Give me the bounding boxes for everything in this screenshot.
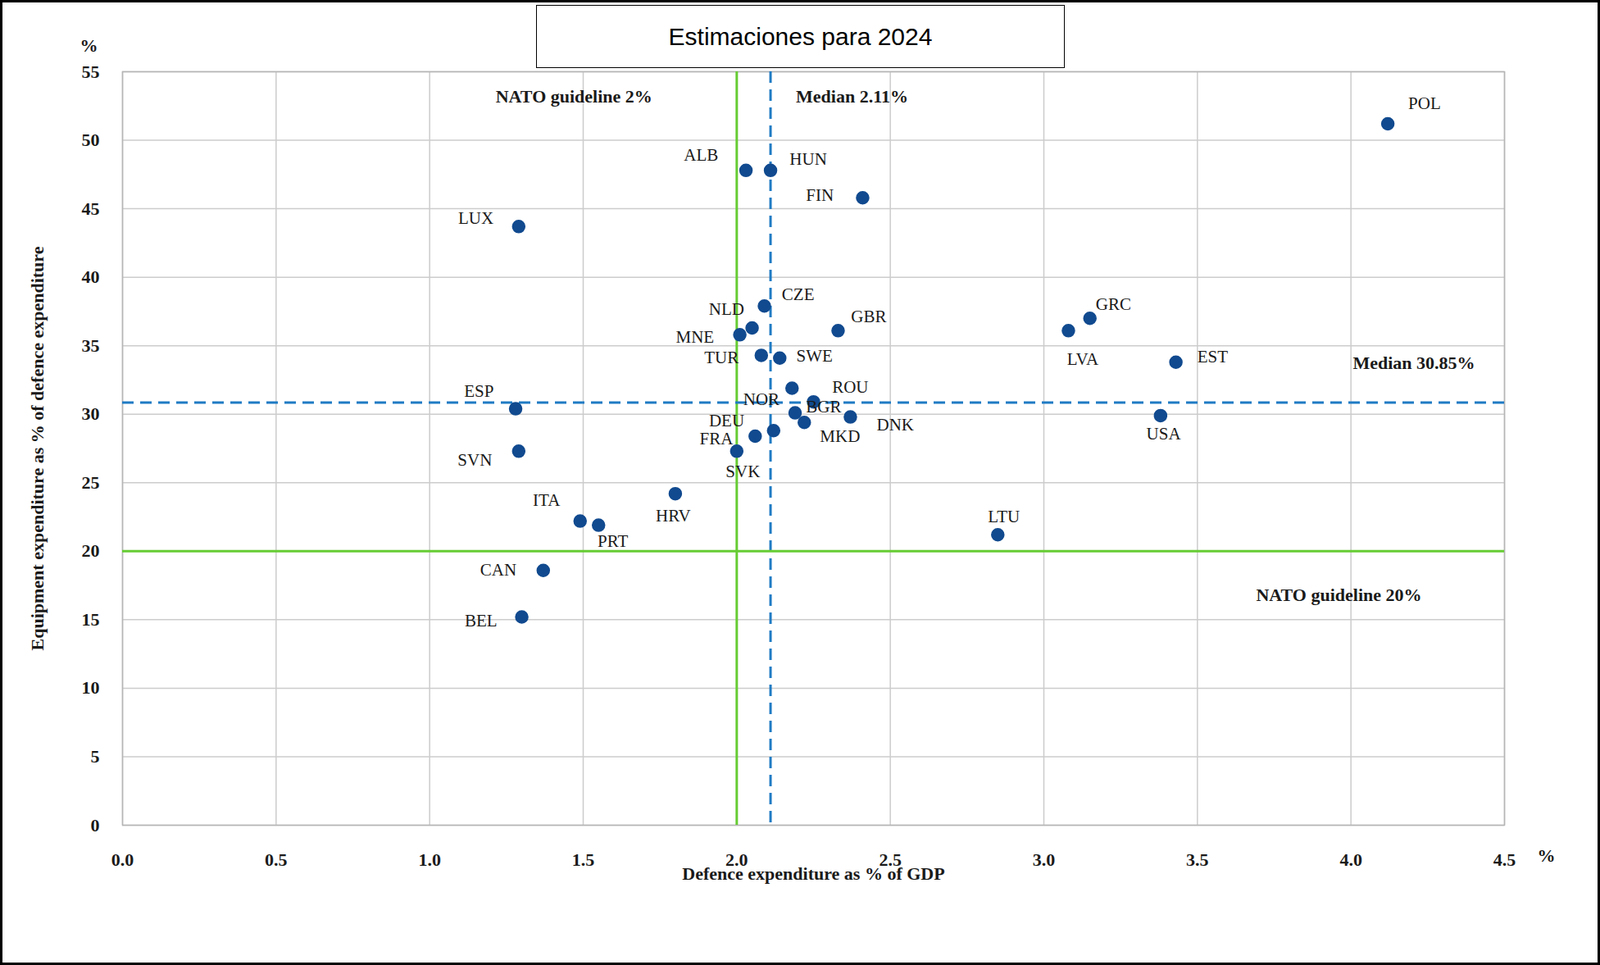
svg-text:Median 30.85%: Median 30.85% [1352, 352, 1475, 373]
svg-text:%: % [1537, 845, 1556, 866]
svg-text:ROU: ROU [831, 377, 869, 397]
svg-text:LVA: LVA [1067, 349, 1100, 369]
svg-text:NLD: NLD [709, 299, 745, 319]
svg-text:FRA: FRA [700, 428, 735, 449]
svg-text:LUX: LUX [458, 208, 494, 228]
svg-text:50: 50 [81, 129, 100, 150]
svg-text:15: 15 [81, 609, 100, 630]
svg-text:HUN: HUN [789, 149, 828, 169]
svg-text:Defence expenditure as % of GD: Defence expenditure as % of GDP [681, 863, 945, 884]
svg-text:PRT: PRT [597, 531, 628, 551]
svg-text:0.0: 0.0 [111, 849, 135, 870]
svg-text:0: 0 [90, 814, 100, 836]
svg-text:TUR: TUR [704, 347, 739, 368]
svg-text:CAN: CAN [480, 559, 517, 580]
svg-text:DNK: DNK [876, 414, 914, 435]
svg-text:USA: USA [1146, 423, 1182, 444]
svg-text:1.5: 1.5 [572, 849, 596, 870]
svg-text:NOR: NOR [743, 389, 780, 410]
svg-text:2.5: 2.5 [879, 849, 902, 870]
svg-text:45: 45 [81, 198, 100, 219]
svg-text:40: 40 [81, 266, 100, 287]
svg-text:EST: EST [1197, 346, 1229, 367]
svg-text:GBR: GBR [850, 306, 887, 327]
svg-text:20: 20 [81, 540, 100, 561]
svg-text:MKD: MKD [819, 426, 860, 446]
svg-text:30: 30 [81, 403, 100, 424]
svg-text:Median 2.11%: Median 2.11% [795, 86, 909, 107]
svg-text:SVK: SVK [725, 461, 760, 482]
svg-text:4.0: 4.0 [1339, 849, 1363, 870]
svg-text:MNE: MNE [675, 327, 714, 347]
svg-text:0.5: 0.5 [264, 849, 288, 870]
svg-text:SWE: SWE [795, 345, 832, 366]
svg-text:ITA: ITA [532, 490, 561, 510]
svg-text:SVN: SVN [457, 450, 492, 470]
svg-text:NATO guideline 20%: NATO guideline 20% [1255, 584, 1422, 605]
svg-text:3.5: 3.5 [1186, 849, 1210, 870]
svg-text:GRC: GRC [1095, 294, 1132, 314]
svg-text:5: 5 [90, 745, 100, 767]
svg-text:Equipment expenditure as % of: Equipment expenditure as % of defence ex… [27, 245, 48, 650]
html-text:Estimaciones para 2024: Estimaciones para 2024 [668, 22, 933, 50]
svg-text:LTU: LTU [987, 506, 1020, 527]
svg-text:2.0: 2.0 [725, 849, 749, 870]
svg-text:4.5: 4.5 [1493, 849, 1517, 870]
svg-text:3.0: 3.0 [1032, 849, 1056, 870]
svg-text:BEL: BEL [464, 610, 498, 631]
svg-text:1.0: 1.0 [418, 849, 441, 870]
svg-text:25: 25 [81, 472, 100, 493]
svg-text:%: % [80, 35, 99, 56]
svg-text:ESP: ESP [463, 381, 494, 401]
svg-text:35: 35 [81, 335, 100, 356]
svg-text:POL: POL [1408, 93, 1441, 114]
svg-text:CZE: CZE [781, 284, 815, 305]
svg-text:ALB: ALB [683, 145, 719, 165]
svg-text:HRV: HRV [655, 505, 691, 526]
svg-text:FIN: FIN [805, 185, 834, 205]
svg-text:BGR: BGR [805, 396, 841, 417]
svg-text:10: 10 [81, 677, 100, 698]
svg-text:DEU: DEU [709, 410, 745, 431]
svg-text:NATO guideline 2%: NATO guideline 2% [495, 86, 653, 107]
svg-text:55: 55 [81, 61, 100, 82]
